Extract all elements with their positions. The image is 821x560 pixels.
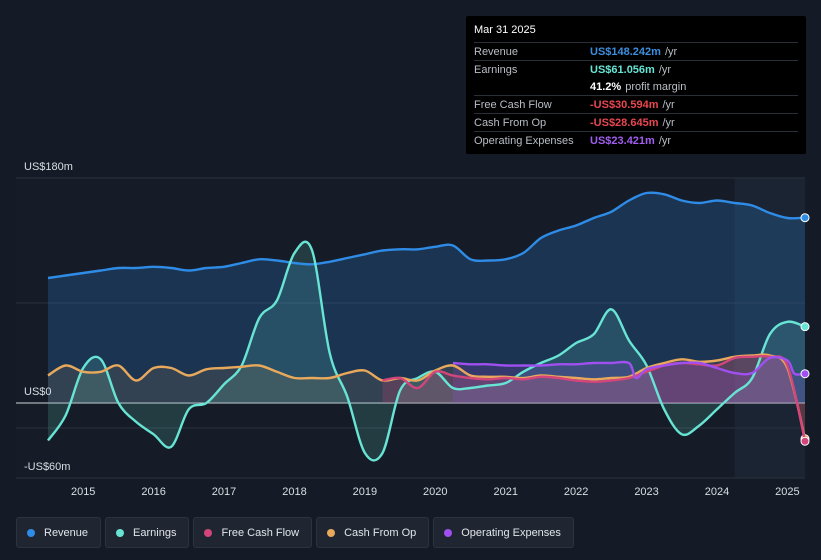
tooltip-label: Cash From Op [474,116,547,129]
legend-label: Free Cash Flow [221,526,300,539]
legend-item-earnings[interactable]: Earnings [105,517,190,548]
tooltip-value: 41.2% [590,80,622,93]
tooltip-label: Earnings [474,63,518,76]
x-axis-tick-label: 2021 [493,486,517,498]
series-line-free-cash-flow [382,354,807,442]
tooltip-row-operating-expenses: Operating Expenses US$23.421m /yr [474,131,798,149]
legend-dot-icon [27,528,35,537]
x-axis-tick-label: 2019 [353,486,377,498]
legend-item-free-cash-flow[interactable]: Free Cash Flow [193,517,313,548]
x-axis-tick-label: 2020 [423,486,447,498]
legend-label: Operating Expenses [461,526,561,539]
legend-dot-icon [444,528,453,537]
legend-dot-icon [204,528,213,537]
y-axis-label: US$0 [24,386,52,398]
tooltip-unit: /yr [664,45,678,58]
series-area-cash-from-op [48,354,805,439]
x-axis-tick-label: 2017 [212,486,236,498]
x-axis-tick-label: 2018 [282,486,306,498]
tooltip-value: US$23.421m [590,134,655,147]
tooltip-row-earnings: Earnings US$61.056m /yr [474,60,798,78]
tooltip-unit: profit margin [625,80,687,93]
tooltip-label: Free Cash Flow [474,98,552,111]
x-axis-tick-label: 2015 [71,486,95,498]
legend-label: Revenue [44,526,89,539]
tooltip-unit: /yr [658,63,672,76]
tooltip-unit: /yr [658,134,672,147]
series-end-marker-free-cash-flow [800,436,810,446]
data-tooltip: Mar 31 2025 Revenue US$148.242m /yr Earn… [466,16,806,154]
tooltip-row-profit-margin: 41.2% profit margin [474,78,798,95]
y-axis-label: US$180m [24,161,73,173]
tooltip-value: US$148.242m [590,45,661,58]
series-line-operating-expenses [452,355,806,380]
series-line-revenue [47,191,806,280]
y-axis-label: -US$60m [24,461,70,473]
legend-dot-icon [116,528,125,537]
x-axis-tick-label: 2022 [564,486,588,498]
series-area-revenue [48,192,805,403]
tooltip-value: -US$28.645m [590,116,659,129]
tooltip-value: -US$30.594m [590,98,659,111]
legend-label: Earnings [133,526,177,539]
legend-item-cash-from-op[interactable]: Cash From Op [316,517,430,548]
tooltip-row-free-cash-flow: Free Cash Flow -US$30.594m /yr [474,95,798,113]
tooltip-date: Mar 31 2025 [474,24,536,36]
series-line-cash-from-op [47,353,807,440]
chart-legend: Revenue Earnings Free Cash Flow Cash Fro… [16,517,574,548]
legend-dot-icon [327,528,336,537]
series-line-earnings [47,240,806,462]
tooltip-label: Operating Expenses [474,134,574,147]
legend-item-operating-expenses[interactable]: Operating Expenses [433,517,574,548]
series-end-marker-operating-expenses [800,369,810,379]
legend-item-revenue[interactable]: Revenue [16,517,102,548]
x-axis-tick-label: 2024 [705,486,729,498]
x-axis-tick-label: 2016 [141,486,165,498]
legend-label: Cash From Op [344,526,417,539]
series-end-marker-earnings [800,322,810,332]
tooltip-row-revenue: Revenue US$148.242m /yr [474,42,798,60]
x-axis-tick-label: 2023 [634,486,658,498]
tooltip-value: US$61.056m [590,63,655,76]
series-area-free-cash-flow [382,356,805,442]
series-end-marker-revenue [800,213,810,223]
tooltip-row-cash-from-op: Cash From Op -US$28.645m /yr [474,113,798,131]
tooltip-unit: /yr [662,98,675,111]
tooltip-label: Revenue [474,45,519,58]
tooltip-unit: /yr [662,116,675,129]
x-axis-tick-label: 2025 [775,486,799,498]
